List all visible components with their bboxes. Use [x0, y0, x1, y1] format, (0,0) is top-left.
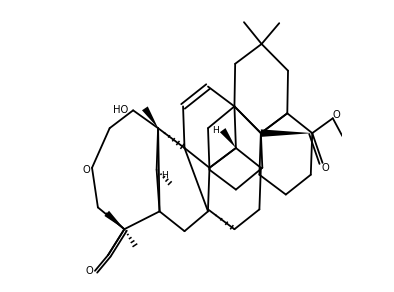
Text: H: H — [212, 126, 219, 135]
Text: HO: HO — [113, 105, 129, 115]
Text: O: O — [85, 266, 93, 276]
Text: O: O — [82, 165, 90, 175]
Polygon shape — [142, 107, 158, 128]
Polygon shape — [261, 129, 312, 137]
Text: O: O — [333, 110, 340, 120]
Text: H: H — [161, 171, 168, 180]
Polygon shape — [104, 211, 125, 229]
Polygon shape — [220, 128, 236, 148]
Text: O: O — [322, 163, 329, 173]
